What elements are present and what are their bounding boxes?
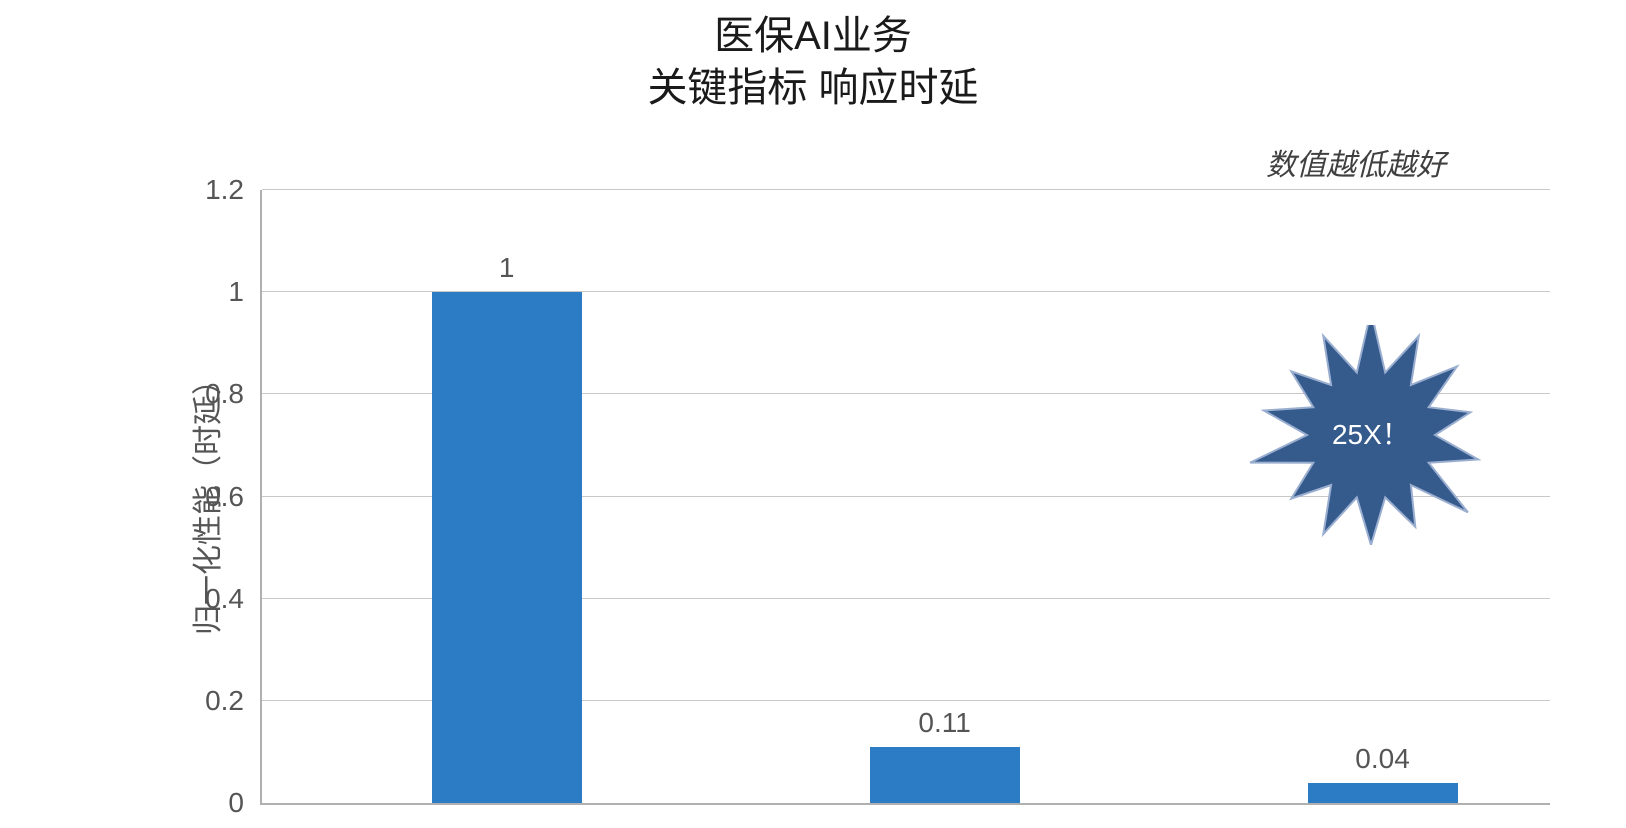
- chart-note: 数值越低越好: [1266, 140, 1446, 184]
- chart-area: 归一化性能（时延） 00.20.40.60.811.210.110.0425X！: [130, 190, 1560, 810]
- callout-starburst: 25X！: [1241, 325, 1501, 545]
- plot-region: 00.20.40.60.811.210.110.0425X！: [260, 190, 1550, 805]
- chart-title: 医保AI业务 关键指标 响应时延: [0, 0, 1626, 114]
- callout-text: 25X！: [1332, 413, 1410, 453]
- bar-value-label: 0.04: [1355, 743, 1410, 775]
- y-tick-label: 0: [228, 787, 244, 819]
- y-tick-label: 0.8: [205, 378, 244, 410]
- y-tick-label: 0.4: [205, 583, 244, 615]
- bar-value-label: 0.11: [918, 707, 970, 739]
- bar: 0.04: [1308, 783, 1458, 803]
- gridline: [262, 189, 1550, 190]
- bar-value-label: 1: [499, 252, 515, 284]
- y-tick-label: 1.2: [205, 174, 244, 206]
- y-tick-label: 0.6: [205, 481, 244, 513]
- title-line-1: 医保AI业务: [0, 10, 1626, 62]
- title-line-2: 关键指标 响应时延: [0, 62, 1626, 114]
- y-tick-label: 1: [228, 276, 244, 308]
- bar: 1: [432, 292, 582, 803]
- y-tick-label: 0.2: [205, 685, 244, 717]
- bar: 0.11: [870, 747, 1020, 803]
